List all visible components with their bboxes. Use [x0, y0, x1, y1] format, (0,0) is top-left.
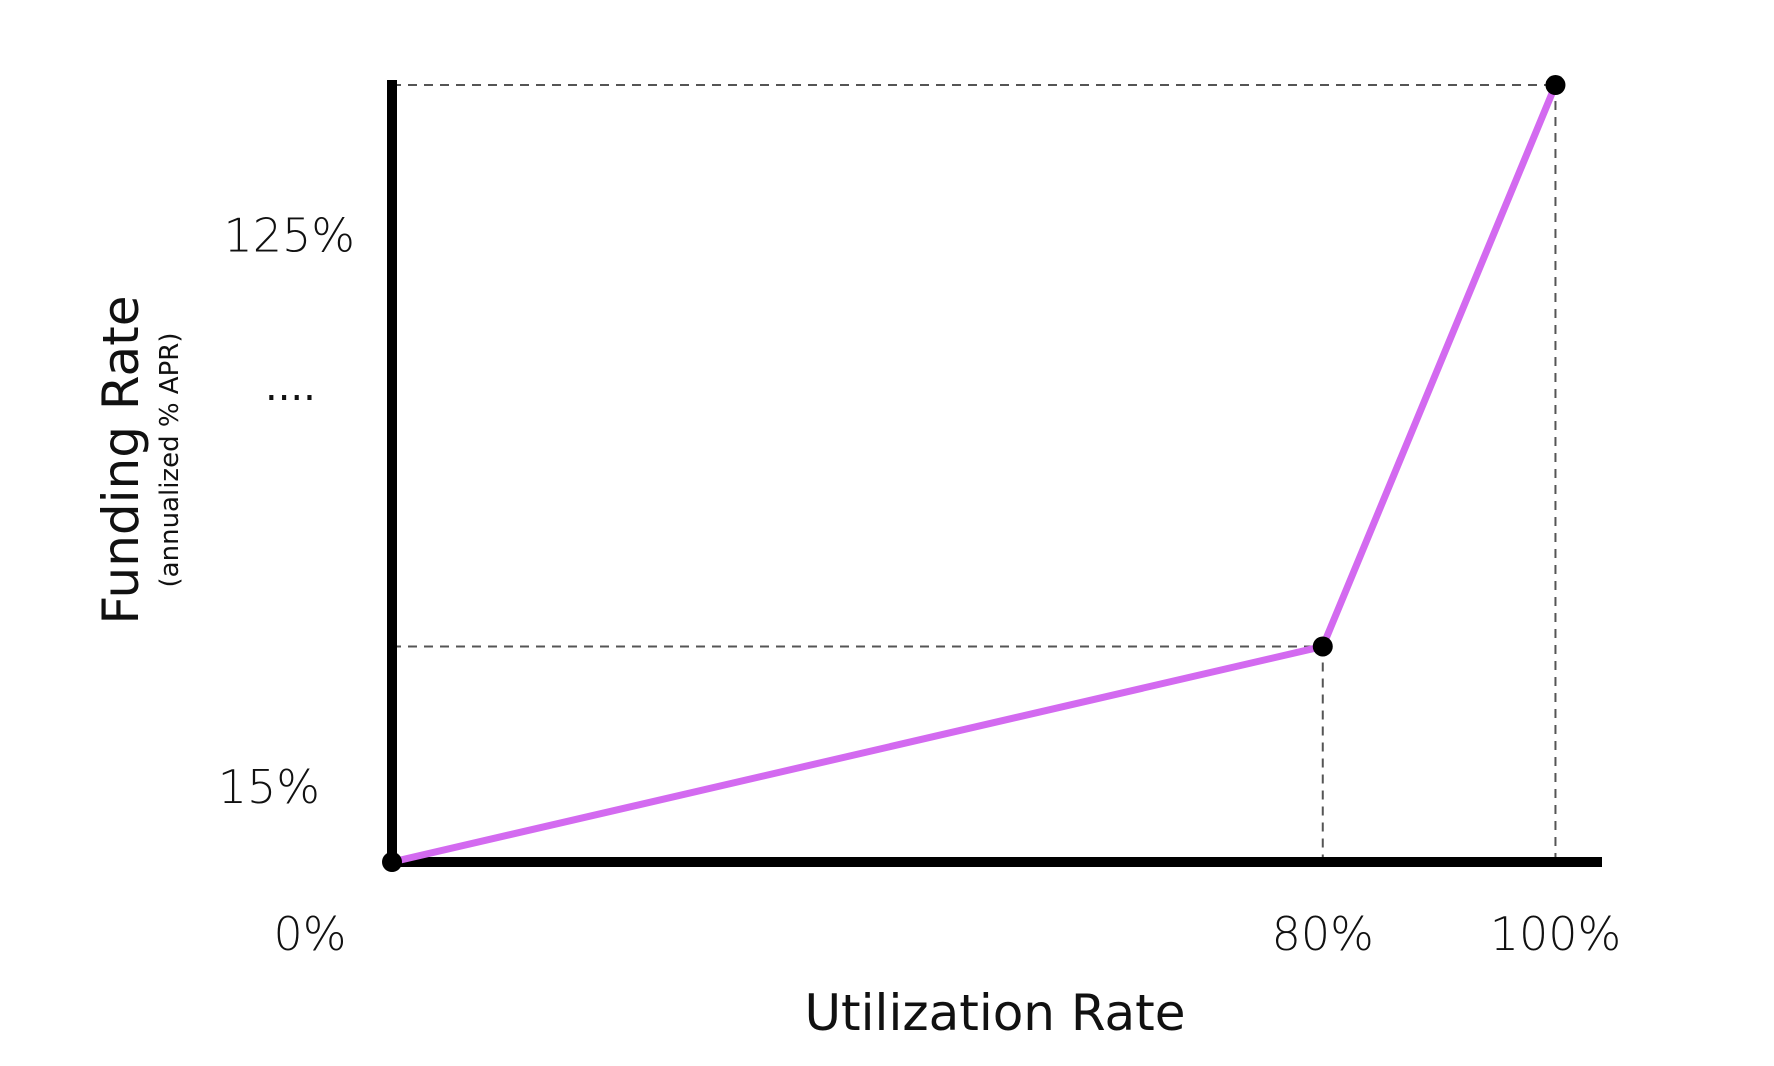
x-tick-label-0: 0% — [274, 907, 347, 961]
x-tick-label-1: 80% — [1272, 907, 1374, 961]
y-tick-label-1: 125% — [223, 208, 355, 262]
series-line-0 — [388, 81, 1559, 866]
series-group — [382, 75, 1566, 872]
y-axis-label: Funding Rate — [92, 295, 150, 624]
tick-labels: 0% 80% 100% 15% 125% — [218, 208, 1621, 961]
x-tick-label-2: 100% — [1490, 907, 1622, 961]
data-point-0 — [382, 852, 402, 872]
axes — [387, 80, 1602, 867]
reference-lines — [392, 84, 1557, 862]
y-axis-ellipsis: .... — [265, 364, 316, 410]
y-axis-sublabel: (annualized % APR) — [155, 333, 185, 588]
data-point-1 — [1312, 636, 1333, 657]
x-axis-label: Utilization Rate — [804, 984, 1185, 1042]
data-point-2 — [1545, 75, 1566, 96]
y-tick-label-0: 15% — [218, 760, 320, 814]
